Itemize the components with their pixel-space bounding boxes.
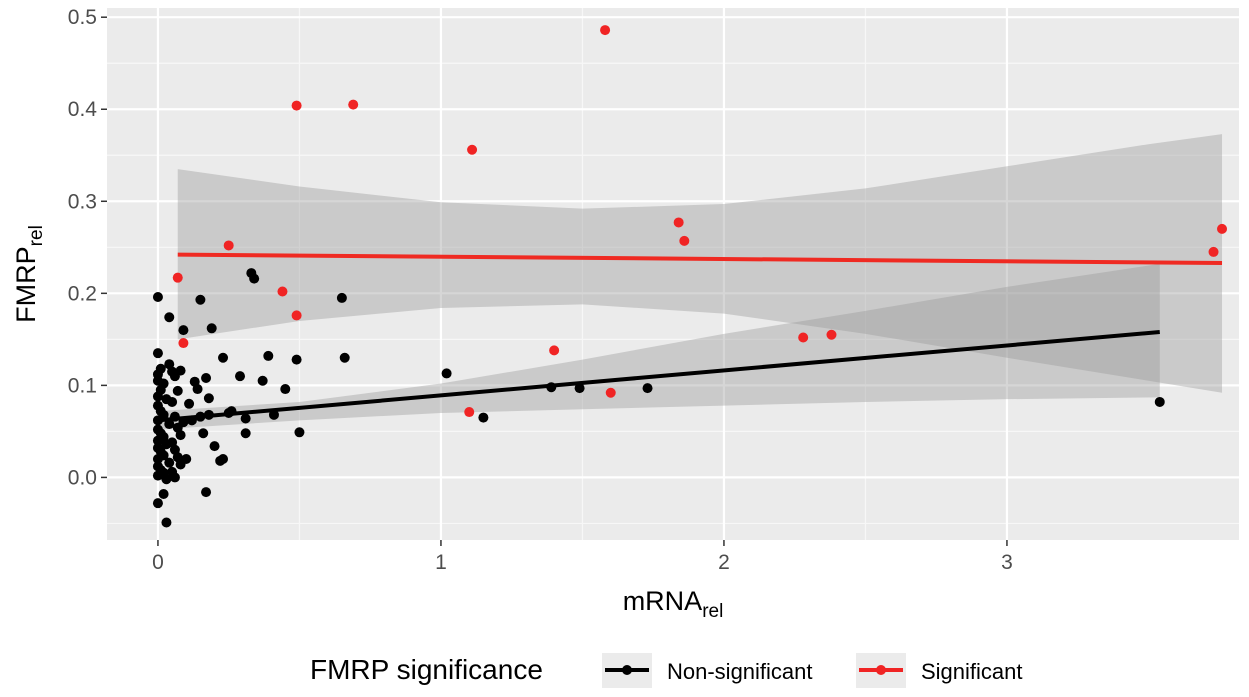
data-point xyxy=(175,365,186,376)
trend-line xyxy=(157,329,1160,423)
data-point xyxy=(161,474,172,485)
data-point xyxy=(348,99,359,110)
data-point xyxy=(642,383,653,394)
data-point xyxy=(167,396,178,407)
data-point xyxy=(198,428,209,439)
y-tick-label: 0.3 xyxy=(68,190,97,213)
data-point xyxy=(291,310,302,321)
trend-line xyxy=(177,252,1223,265)
y-tick-label: 0.0 xyxy=(68,466,97,489)
x-tick-label: 1 xyxy=(435,551,447,574)
data-point xyxy=(152,454,163,465)
x-tick-label: 3 xyxy=(1001,551,1013,574)
y-tick-label: 0.4 xyxy=(68,98,98,121)
grid xyxy=(107,8,1239,540)
data-point xyxy=(549,345,560,356)
data-point xyxy=(826,329,837,340)
y-tick-label: 0.2 xyxy=(68,282,97,305)
legend-key-non-significant xyxy=(602,653,652,688)
data-point xyxy=(209,441,220,452)
y-axis-title: FMRPrel xyxy=(11,225,47,323)
confidence-band xyxy=(157,263,1160,430)
data-point xyxy=(181,454,192,465)
data-point xyxy=(600,25,611,36)
data-point xyxy=(201,487,212,498)
plot-panel xyxy=(107,8,1239,540)
data-point xyxy=(223,240,234,251)
data-point xyxy=(249,273,260,284)
data-point xyxy=(201,373,212,384)
data-point xyxy=(161,517,172,528)
data-point xyxy=(291,100,302,111)
legend: FMRP significance Non-significant Signif… xyxy=(310,653,1023,688)
data-point xyxy=(478,412,489,423)
data-point xyxy=(441,368,452,379)
data-point xyxy=(172,272,183,283)
data-point xyxy=(467,144,478,155)
data-point xyxy=(235,371,246,382)
data-point xyxy=(152,435,163,446)
data-point xyxy=(206,323,217,334)
data-point xyxy=(464,407,475,418)
x-tick-label: 0 xyxy=(152,551,164,574)
data-point xyxy=(152,391,163,402)
data-point xyxy=(172,385,183,396)
data-point xyxy=(336,292,347,303)
legend-label-non-significant: Non-significant xyxy=(667,659,813,684)
y-tick-label: 0.1 xyxy=(68,374,97,397)
data-point xyxy=(164,312,175,323)
data-point xyxy=(291,354,302,365)
confidence-bands xyxy=(157,134,1223,430)
data-point xyxy=(178,325,189,336)
data-point xyxy=(192,384,203,395)
data-point xyxy=(164,457,175,468)
legend-title: FMRP significance xyxy=(310,654,543,685)
data-point xyxy=(263,350,274,361)
data-points xyxy=(152,25,1228,528)
data-point xyxy=(152,292,163,303)
data-point xyxy=(240,413,251,424)
data-point xyxy=(175,430,186,441)
trend-lines xyxy=(157,252,1223,423)
data-point xyxy=(240,428,251,439)
data-point xyxy=(152,470,163,481)
data-point xyxy=(1217,223,1228,234)
legend-key-significant xyxy=(856,653,906,688)
y-tick-label: 0.5 xyxy=(68,6,97,29)
data-point xyxy=(169,472,180,483)
data-point xyxy=(339,352,350,363)
data-point xyxy=(294,427,305,438)
axes: 0 1 2 3 0.0 0.1 0.2 0.3 0.4 0.5 xyxy=(68,6,1013,574)
data-point xyxy=(679,235,690,246)
data-point xyxy=(280,384,291,395)
data-point xyxy=(203,393,214,404)
data-point xyxy=(218,454,229,465)
x-tick-label: 2 xyxy=(718,551,730,574)
confidence-band xyxy=(177,134,1223,393)
data-point xyxy=(277,286,288,297)
data-point xyxy=(257,375,268,386)
data-point xyxy=(158,488,169,499)
data-point xyxy=(1208,246,1219,257)
data-point xyxy=(574,383,585,394)
x-axis-title: mRNArel xyxy=(623,586,724,622)
data-point xyxy=(605,387,616,398)
data-point xyxy=(152,348,163,359)
data-point xyxy=(195,294,206,305)
data-point xyxy=(673,217,684,228)
data-point xyxy=(1154,396,1165,407)
data-point xyxy=(184,398,195,409)
data-point xyxy=(178,338,189,349)
data-point xyxy=(152,498,163,509)
data-point xyxy=(798,332,809,343)
legend-label-significant: Significant xyxy=(921,659,1023,684)
data-point xyxy=(218,352,229,363)
